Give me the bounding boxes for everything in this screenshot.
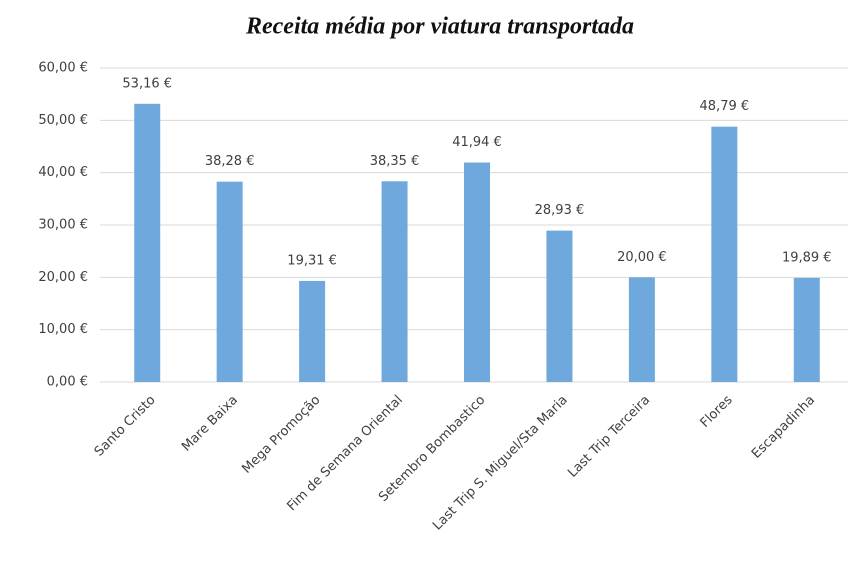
x-tick-label: Last Trip Terceira <box>565 393 653 481</box>
value-label: 38,28 € <box>205 154 255 169</box>
value-label: 41,94 € <box>452 135 502 150</box>
value-label: 19,31 € <box>287 253 337 268</box>
bar <box>216 181 243 382</box>
bar <box>134 103 161 383</box>
bar <box>711 126 738 382</box>
bar <box>546 230 573 382</box>
x-tick-label: Escapadinha <box>749 393 818 462</box>
value-label: 19,89 € <box>782 250 832 265</box>
value-label: 48,79 € <box>700 99 750 114</box>
bar <box>299 280 326 382</box>
x-tick-label: Last Trip S. Miguel/Sta Maria <box>430 393 571 534</box>
y-tick-label: 60,00 € <box>38 61 88 76</box>
y-tick-label: 50,00 € <box>38 113 88 128</box>
chart-title: Receita média por viatura transportada <box>245 14 634 40</box>
bar <box>464 162 490 382</box>
bar <box>381 181 408 382</box>
value-label: 53,16 € <box>122 76 172 91</box>
value-label: 28,93 € <box>535 203 585 218</box>
x-tick-label: Mega Promoção <box>239 393 323 477</box>
y-tick-label: 20,00 € <box>38 270 88 285</box>
x-tick-label: Mare Baixa <box>179 393 241 455</box>
value-label: 20,00 € <box>617 250 667 265</box>
bar <box>793 277 820 382</box>
value-label: 38,35 € <box>370 154 420 169</box>
y-tick-label: 30,00 € <box>38 218 88 233</box>
y-tick-label: 40,00 € <box>38 165 88 180</box>
y-tick-label: 10,00 € <box>38 322 88 337</box>
bar <box>628 277 655 382</box>
x-tick-label: Santo Cristo <box>92 393 159 460</box>
y-tick-label: 0,00 € <box>47 375 88 390</box>
x-tick-label: Flores <box>698 393 736 431</box>
